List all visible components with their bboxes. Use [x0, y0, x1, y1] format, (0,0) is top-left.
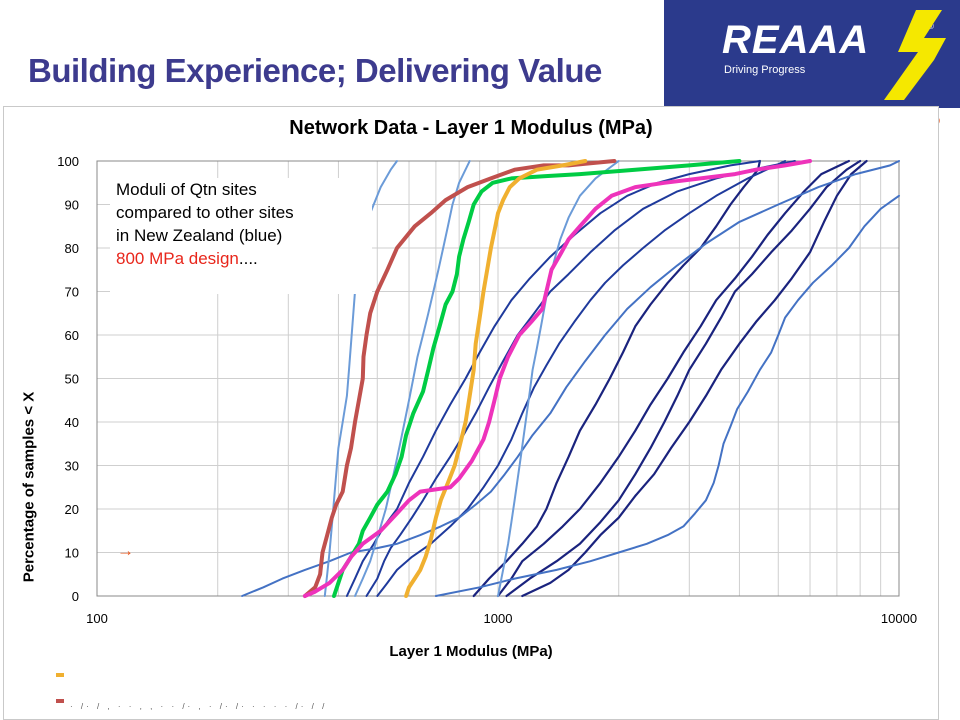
reaaa-logo: REAAA ® Driving Progress — [664, 0, 960, 108]
arrow-icon: → — [117, 541, 134, 560]
slide-title: Building Experience; Delivering Value — [28, 52, 602, 89]
annotation-line-2: compared to other sites — [116, 203, 294, 222]
y-tick-label: 10 — [65, 546, 79, 561]
y-tick-label: 100 — [57, 154, 79, 169]
y-tick-label: 50 — [65, 372, 79, 387]
chart-title: Network Data - Layer 1 Modulus (MPa) — [289, 117, 653, 139]
y-tick-label: 30 — [65, 459, 79, 474]
design-label: 800 MPa design — [116, 249, 239, 268]
series-line — [302, 159, 812, 598]
series-line — [497, 160, 620, 597]
y-tick-label: 80 — [65, 241, 79, 256]
series-line — [521, 159, 868, 598]
logo-wordmark: REAAA — [722, 18, 870, 62]
x-tick-label: 1000 — [484, 611, 513, 626]
y-tick-label: 90 — [65, 198, 79, 213]
series-line — [505, 159, 862, 598]
footer-scraps: · /· / , · · , , · · /· , · /· /· · · · … — [70, 702, 328, 711]
logo-swoosh-icon — [884, 10, 946, 100]
series-line — [434, 194, 900, 597]
series-line — [404, 159, 588, 598]
red-bullet — [56, 699, 64, 703]
y-tick-label: 0 — [72, 589, 79, 604]
series-line — [241, 160, 900, 597]
annotation-box: Moduli of Qtn sites compared to other si… — [110, 178, 372, 294]
series-line — [496, 159, 850, 598]
series-line — [365, 160, 796, 597]
y-tick-label: 70 — [65, 285, 79, 300]
series-line — [302, 159, 617, 598]
series-line — [332, 159, 742, 598]
y-tick-label: 20 — [65, 502, 79, 517]
x-tick-label: 100 — [86, 611, 108, 626]
y-tick-label: 60 — [65, 328, 79, 343]
annotation-line-1: Moduli of Qtn sites — [116, 180, 257, 199]
series-line — [472, 159, 761, 598]
plot-area: 0 10 20 30 40 50 60 70 80 90 100 100 1000 10000 — [57, 154, 917, 626]
yellow-bullet — [56, 673, 64, 677]
design-suffix: .... — [238, 249, 258, 268]
logo-tagline: Driving Progress — [724, 64, 806, 76]
x-tick-label: 10000 — [881, 611, 917, 626]
x-axis-label: Layer 1 Modulus (MPa) — [389, 643, 553, 660]
y-tick-label: 40 — [65, 415, 79, 430]
annotation-line-4: 800 MPa design.... — [116, 247, 372, 270]
annotation-line-3: in New Zealand (blue) — [116, 226, 283, 245]
